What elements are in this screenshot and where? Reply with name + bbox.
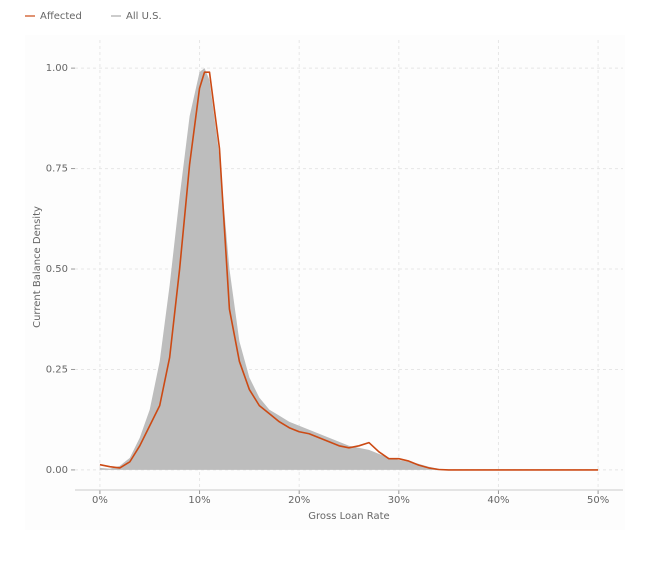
y-tick-label: 0.00 bbox=[46, 465, 68, 476]
area bbox=[99, 68, 599, 470]
legend-label: Affected bbox=[40, 11, 82, 22]
y-tick-label: 0.75 bbox=[46, 164, 68, 175]
y-axis-label: Current Balance Density bbox=[32, 206, 43, 328]
y-tick-label: 0.25 bbox=[46, 364, 68, 375]
x-tick-label: 20% bbox=[288, 495, 310, 506]
x-tick-label: 0% bbox=[92, 495, 108, 506]
y-tick-label: 0.50 bbox=[46, 264, 68, 275]
x-axis-label: Gross Loan Rate bbox=[308, 511, 389, 522]
line bbox=[99, 71, 599, 471]
x-tick-label: 10% bbox=[188, 495, 210, 506]
x-tick-label: 50% bbox=[587, 495, 609, 506]
x-tick-label: 40% bbox=[487, 495, 509, 506]
legend-label: All U.S. bbox=[126, 11, 162, 22]
x-tick-label: 30% bbox=[388, 495, 410, 506]
y-tick-label: 1.00 bbox=[46, 63, 68, 74]
